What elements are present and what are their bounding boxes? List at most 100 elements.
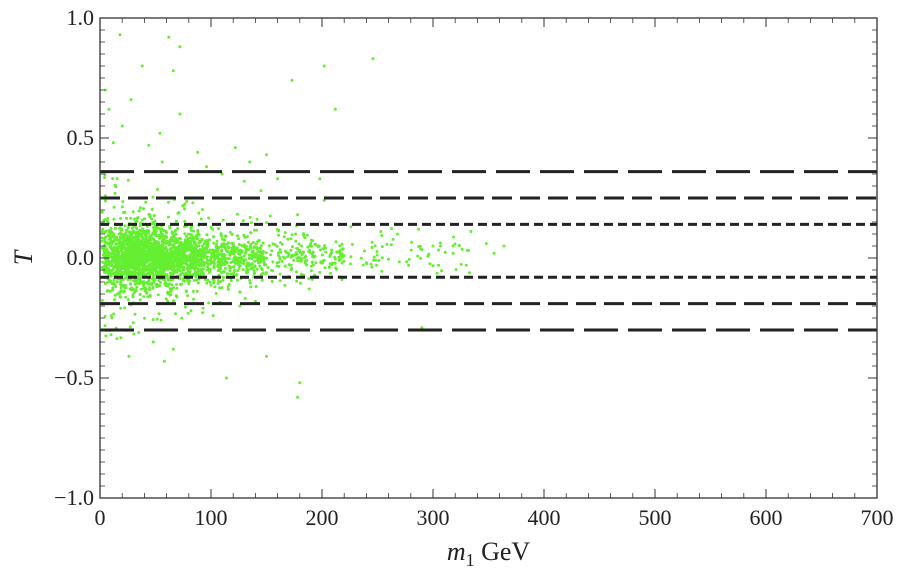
scatter-point [333,257,337,261]
scatter-point [141,251,145,255]
x-tick-label: 200 [306,505,339,530]
scatter-points [100,33,506,399]
scatter-point [232,270,236,274]
scatter-point [137,240,140,244]
scatter-point [278,256,282,260]
scatter-point [112,234,116,238]
scatter-point [238,304,242,308]
scatter-point [226,250,229,253]
scatter-point [207,301,211,305]
scatter-point [231,242,235,246]
scatter-point [206,250,209,254]
scatter-point [109,314,113,318]
scatter-point [203,253,207,257]
scatter-point [134,240,138,244]
scatter-point [302,234,306,238]
scatter-point [151,258,155,262]
scatter-point [168,287,172,291]
scatter-point [114,247,117,251]
scatter-point [303,259,307,263]
scatter-point [136,216,140,219]
scatter-point [164,246,168,250]
scatter-point [176,268,180,272]
scatter-point [219,252,223,256]
scatter-point [201,311,205,315]
scatter-point [159,256,163,260]
scatter-point [126,178,130,182]
scatter-point [189,264,193,268]
scatter-point [170,230,174,234]
scatter-point [169,247,172,251]
scatter-point [133,250,137,254]
scatter-point [104,88,107,92]
scatter-point [162,359,166,363]
scatter-point [135,226,138,230]
scatter-point [154,263,158,267]
scatter-point [391,237,395,241]
scatter-point [330,248,334,252]
scatter-point [327,265,331,269]
scatter-point [150,267,154,270]
scatter-point [122,244,126,248]
scatter-point [191,289,195,293]
scatter-point [138,298,142,302]
scatter-point [286,237,290,241]
scatter-point [248,160,252,164]
scatter-point [349,262,352,266]
scatter-point [131,256,135,259]
scatter-point [189,249,193,252]
scatter-point [115,337,119,341]
scatter-point [194,262,198,266]
scatter-point [171,236,175,239]
scatter-point [195,249,199,253]
scatter-point [259,257,263,261]
scatter-point [164,236,167,240]
scatter-point [109,226,113,230]
scatter-point [469,230,473,233]
scatter-point [251,241,255,244]
scatter-point [261,241,265,245]
scatter-point [190,256,194,260]
scatter-point [162,269,166,273]
scatter-point [124,295,128,299]
scatter-point [244,251,247,255]
scatter-point [153,256,156,260]
scatter-point [100,239,104,243]
scatter-point [126,250,130,254]
scatter-point [183,232,187,236]
scatter-point [140,64,144,68]
scatter-point [118,33,122,37]
scatter-point [127,240,131,244]
scatter-point [290,253,294,257]
scatter-point [443,250,447,254]
scatter-point [143,217,147,221]
scatter-point [266,266,270,270]
scatter-point [153,278,157,282]
scatter-point [278,279,282,283]
scatter-point [261,249,265,253]
scatter-point [305,263,309,267]
scatter-point [245,269,248,273]
scatter-point [178,266,182,270]
scatter-point [144,241,148,245]
scatter-point [135,285,139,289]
scatter-point [188,254,192,258]
scatter-point [295,247,299,250]
scatter-point [150,207,154,211]
scatter-point [222,238,226,242]
scatter-point [260,278,264,282]
scatter-point [438,241,442,245]
scatter-point [126,298,130,302]
y-tick-label: 0.0 [67,245,95,270]
scatter-point [164,297,168,301]
scatter-point [309,264,313,268]
scatter-point [169,293,173,297]
scatter-point [103,237,107,240]
scatter-point [340,278,344,282]
scatter-point [193,235,197,239]
scatter-point [242,254,246,258]
scatter-point [159,230,163,234]
x-axis-label: m1 GeV [447,537,531,570]
scatter-point [420,326,424,330]
scatter-point [142,295,146,299]
